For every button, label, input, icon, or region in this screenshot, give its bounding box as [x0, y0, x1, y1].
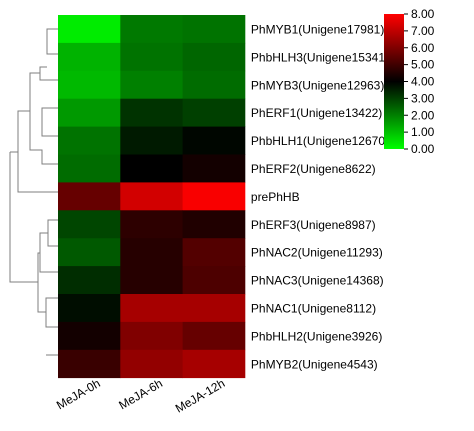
heatmap-cell: [58, 98, 121, 127]
heatmap-cell: [182, 182, 246, 211]
heatmap-cell: [58, 294, 121, 323]
heatmap-cell: [182, 210, 246, 239]
heatmap-cell: [182, 70, 246, 100]
row-label: PhMYB2(Unigene4543): [251, 357, 378, 371]
heatmap-cell: [182, 126, 246, 155]
color-scale-tick-label: 8.00: [411, 7, 435, 21]
heatmap-cell: [182, 349, 246, 379]
heatmap-cell: [120, 266, 183, 295]
heatmap-cell: [182, 238, 246, 267]
heatmap-cell: [58, 15, 121, 44]
heatmap-cell: [58, 321, 121, 351]
heatmap-cell: [58, 42, 121, 72]
row-label: PhERF3(Unigene8987): [251, 218, 376, 232]
heatmap-cell: [58, 238, 121, 267]
column-label: MeJA-6h: [116, 376, 165, 412]
color-scale-tick-label: 0.00: [411, 142, 435, 156]
heatmap-cell: [182, 154, 246, 183]
row-label: prePhHB: [251, 190, 300, 204]
color-scale-ticks: 0.00 1.00 2.00 3.00 4.00 5.00 6.00 7.00 8.00: [404, 7, 435, 156]
heatmap-cell: [182, 15, 246, 44]
color-scale-bar: [384, 14, 404, 149]
heatmap-cell: [120, 15, 183, 44]
row-label: PhERF1(Unigene13422): [251, 106, 382, 120]
row-label: PhbHLH1(Unigene12670): [251, 134, 389, 148]
heatmap-cell: [182, 266, 246, 295]
color-scale-tick-label: 4.00: [411, 75, 435, 89]
row-label: PhNAC1(Unigene8112): [251, 301, 376, 315]
column-labels: MeJA-0h MeJA-6h MeJA-12h: [54, 376, 227, 415]
row-label: PhbHLH3(Unigene15341): [251, 50, 389, 64]
heatmap-cell: [120, 98, 183, 127]
row-labels: PhMYB1(Unigene17981) PhbHLH3(Unigene15341…: [251, 22, 389, 371]
color-scale-tick-label: 7.00: [411, 24, 435, 38]
heatmap-cell: [120, 70, 183, 100]
column-label: MeJA-0h: [54, 376, 103, 412]
row-label: PhMYB3(Unigene12963): [251, 78, 384, 92]
heatmap-cell: [58, 210, 121, 239]
heatmap-cell: [58, 182, 121, 211]
color-scale-tick-label: 6.00: [411, 41, 435, 55]
row-dendrogram: [9, 28, 58, 356]
heatmap-cell: [182, 321, 246, 351]
heatmap-cell: [120, 182, 183, 211]
row-label: PhMYB1(Unigene17981): [251, 22, 384, 36]
color-scale-tick-label: 3.00: [411, 91, 435, 105]
heatmap-cell: [120, 126, 183, 155]
color-scale-tick-label: 1.00: [411, 125, 435, 139]
heatmap-cell: [120, 349, 183, 379]
heatmap-cell: [182, 294, 246, 323]
heatmap-cell: [58, 349, 121, 379]
row-label: PhNAC2(Unigene11293): [251, 246, 383, 260]
heatmap-cell: [120, 294, 183, 323]
column-label: MeJA-12h: [173, 376, 227, 415]
heatmap-cell: [58, 154, 121, 183]
row-label: PhNAC3(Unigene14368): [251, 274, 384, 288]
heatmap-cell: [182, 42, 246, 72]
row-label: PhERF2(Unigene8622): [251, 162, 376, 176]
color-scale-tick-label: 2.00: [411, 108, 435, 122]
row-label: PhbHLH2(Unigene3926): [251, 329, 382, 343]
color-scale-tick-label: 5.00: [411, 58, 435, 72]
heatmap-cell: [120, 238, 183, 267]
heatmap-cell: [120, 210, 183, 239]
color-scale-legend: 0.00 1.00 2.00 3.00 4.00 5.00 6.00 7.00 8.00: [384, 7, 435, 156]
heatmap-cell: [58, 70, 121, 100]
heatmap-cell: [58, 126, 121, 155]
heatmap-cell: [120, 321, 183, 351]
heatmap-cells: [58, 15, 246, 379]
heatmap-cell: [120, 154, 183, 183]
heatmap-cell: [120, 42, 183, 72]
heatmap-cell: [182, 98, 246, 127]
heatmap-cell: [58, 266, 121, 295]
